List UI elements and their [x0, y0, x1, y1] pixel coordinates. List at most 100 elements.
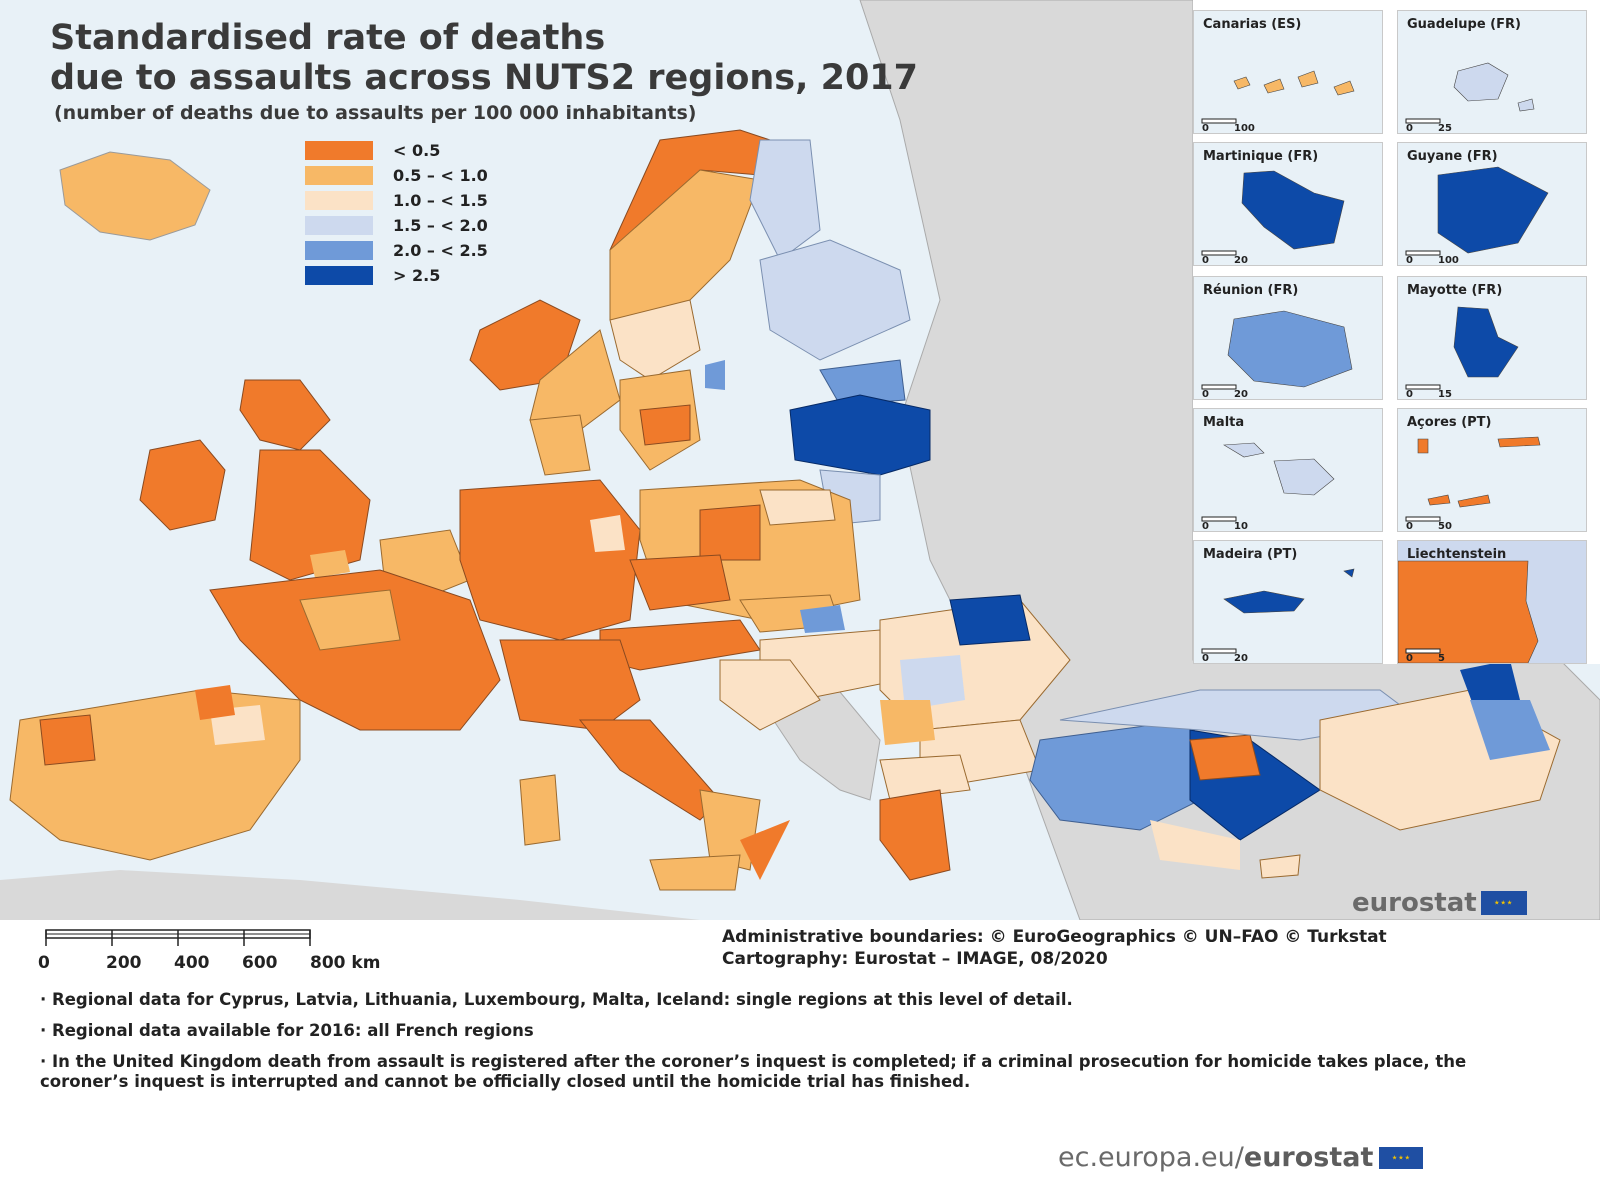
inset-title: Guadelupe (FR) — [1407, 17, 1521, 32]
inset-scale-end: 50 — [1438, 521, 1452, 532]
inset-scale-end: 20 — [1234, 653, 1248, 664]
inset-title: Canarias (ES) — [1203, 17, 1302, 32]
inset-scale-end: 100 — [1234, 123, 1255, 134]
inset-map: Mayotte (FR) 0 15 — [1397, 276, 1587, 400]
region-czechia — [629, 554, 731, 611]
region-england — [249, 449, 371, 581]
region-sicily — [649, 854, 741, 891]
legend-swatch — [305, 266, 373, 285]
region-romania-north — [949, 594, 1031, 646]
region-greece-north — [879, 754, 971, 801]
legend-label: 1.0 – < 1.5 — [393, 191, 488, 210]
inset-map: Guadelupe (FR) 0 25 — [1397, 10, 1587, 134]
map-title-line2: due to assaults across NUTS2 regions, 20… — [50, 58, 919, 98]
inset-scale-start: 0 — [1202, 653, 1209, 664]
inset-title: Guyane (FR) — [1407, 149, 1498, 164]
region-greece — [879, 789, 951, 881]
inset-title: Açores (PT) — [1407, 415, 1492, 430]
inset-title: Malta — [1203, 415, 1245, 430]
legend-item: 0.5 – < 1.0 — [305, 163, 488, 188]
credits-boundaries: Administrative boundaries: © EuroGeograp… — [722, 927, 1387, 947]
legend-label: 0.5 – < 1.0 — [393, 166, 488, 185]
legend: < 0.5 0.5 – < 1.0 1.0 – < 1.5 1.5 – < 2.0 2.… — [305, 138, 488, 288]
inset-shape — [1194, 143, 1382, 265]
legend-item: 1.0 – < 1.5 — [305, 188, 488, 213]
inset-shape — [1398, 409, 1586, 531]
region-scotland — [239, 379, 331, 451]
inset-scale-start: 0 — [1202, 255, 1209, 266]
region-finland-south — [759, 239, 911, 361]
inset-title: Mayotte (FR) — [1407, 283, 1503, 298]
legend-label: < 0.5 — [393, 141, 441, 160]
inset-shape — [1398, 11, 1586, 133]
eurostat-link[interactable]: ec.europa.eu/ eurostat — [1058, 1142, 1424, 1173]
region-sardinia — [519, 774, 561, 846]
region-germany-berlin — [590, 515, 625, 552]
inset-scale-start: 0 — [1406, 389, 1413, 400]
eurostat-link-domain: ec.europa.eu/ — [1058, 1142, 1244, 1173]
region-poland-west — [699, 504, 761, 561]
region-italy-north — [499, 639, 641, 731]
scale-bar-label: 600 — [242, 953, 278, 973]
inset-shape — [1194, 409, 1382, 531]
inset-scale-start: 0 — [1406, 123, 1413, 134]
legend-label: > 2.5 — [393, 266, 441, 285]
credits-cartography: Cartography: Eurostat – IMAGE, 08/2020 — [722, 949, 1108, 969]
inset-shape — [1194, 11, 1382, 133]
inset-scale-start: 0 — [1202, 389, 1209, 400]
region-italy-centre — [578, 719, 721, 821]
inset-scale-start: 0 — [1202, 521, 1209, 532]
inset-title: Martinique (FR) — [1203, 149, 1319, 164]
footnote: · Regional data for Cyprus, Latvia, Lith… — [40, 990, 1073, 1009]
scale-bar-label: 800 km — [310, 953, 381, 973]
region-france — [209, 569, 501, 731]
map-area: Standardised rate of deaths due to assau… — [0, 0, 1600, 920]
region-cyprus — [1259, 854, 1301, 879]
scale-bar — [45, 929, 311, 946]
footnotes: · Regional data for Cyprus, Latvia, Lith… — [40, 990, 1560, 1103]
region-estonia — [819, 359, 906, 406]
inset-scale-end: 25 — [1438, 123, 1452, 134]
region-finland-north — [749, 139, 821, 261]
inset-shape — [1398, 277, 1586, 399]
region-croatia — [719, 659, 821, 731]
legend-item: > 2.5 — [305, 263, 488, 288]
eurostat-badge: eurostat — [1352, 888, 1527, 918]
inset-scale-start: 0 — [1406, 255, 1413, 266]
map-subtitle: (number of deaths due to assaults per 10… — [54, 102, 697, 124]
legend-label: 2.0 – < 2.5 — [393, 241, 488, 260]
inset-shape — [1194, 277, 1382, 399]
inset-map: Madeira (PT) 0 20 — [1193, 540, 1383, 664]
map-title: Standardised rate of deaths due to assau… — [50, 18, 918, 98]
legend-swatch — [305, 241, 373, 260]
inset-map: Canarias (ES) 0 100 — [1193, 10, 1383, 134]
region-london — [310, 550, 350, 578]
inset-scale-end: 20 — [1234, 255, 1248, 266]
region-bulgaria-west — [880, 700, 935, 745]
inset-shape — [1194, 541, 1382, 663]
inset-map: Malta 0 10 — [1193, 408, 1383, 532]
region-romania-west — [900, 655, 965, 710]
europe-map — [0, 0, 1600, 920]
region-stockholm — [639, 404, 691, 446]
inset-map: Liechtenstein 0 5 — [1397, 540, 1587, 664]
eu-flag-icon — [1480, 891, 1527, 915]
region-aland — [705, 360, 725, 390]
inset-scale-start: 0 — [1406, 521, 1413, 532]
inset-shape — [1398, 541, 1586, 663]
region-poland-mid — [759, 489, 836, 526]
footnote: · Regional data available for 2016: all … — [40, 1021, 534, 1040]
region-denmark — [529, 414, 591, 476]
scale-bar-label: 400 — [174, 953, 210, 973]
legend-item: 1.5 – < 2.0 — [305, 213, 488, 238]
legend-swatch — [305, 216, 373, 235]
footnote: · In the United Kingdom death from assau… — [40, 1052, 1467, 1091]
inset-scale-start: 0 — [1202, 123, 1209, 134]
legend-item: < 0.5 — [305, 138, 488, 163]
legend-swatch — [305, 166, 373, 185]
inset-scale-start: 0 — [1406, 653, 1413, 664]
inset-title: Réunion (FR) — [1203, 283, 1299, 298]
inset-title: Liechtenstein — [1407, 547, 1507, 562]
region-turkey-south — [1150, 820, 1240, 870]
legend-label: 1.5 – < 2.0 — [393, 216, 488, 235]
